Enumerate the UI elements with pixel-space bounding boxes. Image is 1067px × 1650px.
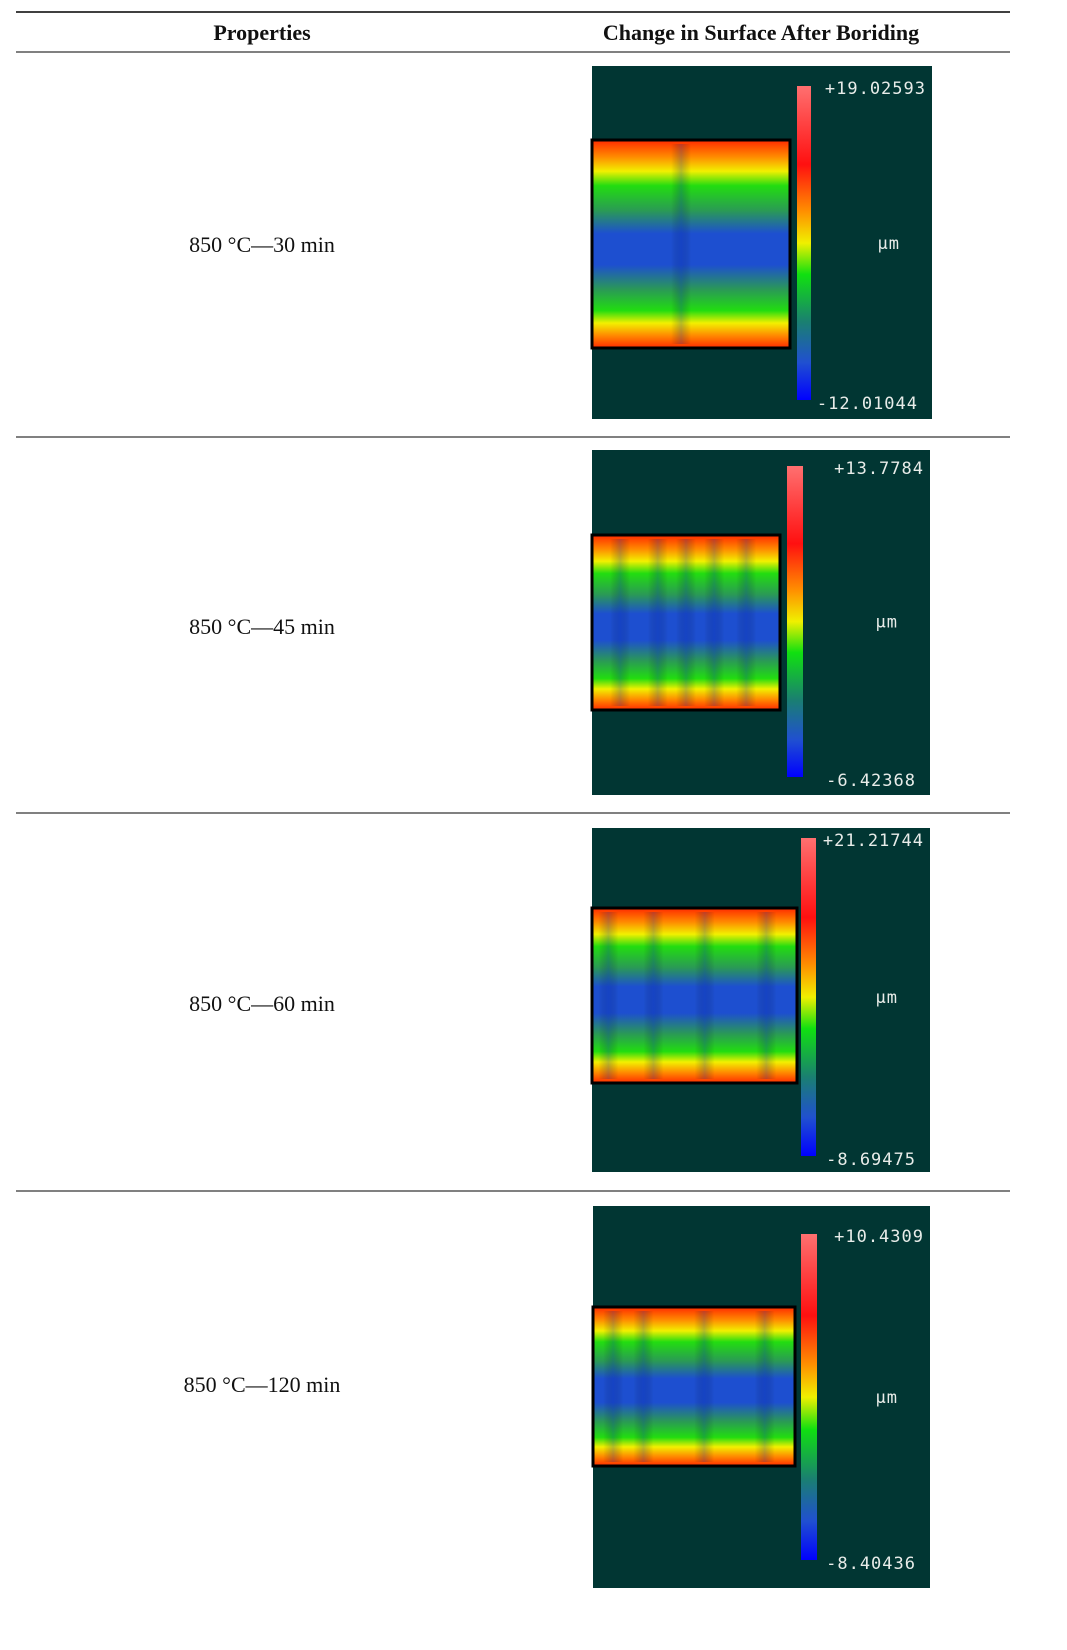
scale-unit: µm: [876, 988, 898, 1008]
surface-stripe: [634, 1311, 654, 1462]
scale-max: +10.4309: [834, 1227, 924, 1247]
table: Properties Change in Surface After Borid…: [0, 0, 1067, 1650]
scale-unit: µm: [876, 613, 898, 633]
surface-stripe: [671, 144, 691, 344]
surface-image: +10.4309 µm -8.40436: [593, 1206, 930, 1588]
surface-image: +19.02593 µm -12.01044: [592, 66, 932, 419]
scale-unit: µm: [878, 234, 900, 254]
surface-stripe: [676, 539, 696, 706]
surface-stripe: [598, 912, 618, 1079]
surface-stripe: [694, 1311, 714, 1462]
table-body: 850 °C—30 min +19.02593 µm -12.01044 850 °C—…: [16, 66, 1010, 1588]
page: {"table": { "headers": ["Properties", "C…: [0, 0, 1067, 1650]
row-label: 850 °C—120 min: [184, 1372, 341, 1397]
color-bar: [801, 1234, 817, 1560]
surface-stripe: [648, 539, 668, 706]
color-bar: [787, 466, 803, 777]
surface-stripe: [755, 1311, 775, 1462]
surface-stripe: [736, 539, 756, 706]
surface-stripe: [603, 1311, 623, 1462]
scale-min: -8.69475: [826, 1150, 916, 1170]
scale-min: -12.01044: [817, 394, 918, 414]
scale-min: -8.40436: [826, 1554, 916, 1574]
surface-image: +21.21744 µm -8.69475: [592, 828, 930, 1172]
row-label: 850 °C—45 min: [189, 614, 335, 639]
scale-max: +21.21744: [823, 831, 924, 851]
row-label: 850 °C—60 min: [189, 991, 335, 1016]
color-bar: [797, 86, 811, 400]
header-cell: Properties: [213, 20, 311, 45]
surface-stripe: [695, 912, 715, 1079]
scale-min: -6.42368: [826, 771, 916, 791]
header-cell: Change in Surface After Boriding: [603, 20, 919, 45]
scale-max: +13.7784: [834, 459, 924, 479]
surface-stripe: [644, 912, 664, 1079]
row-label: 850 °C—30 min: [189, 232, 335, 257]
surface-stripe: [704, 539, 724, 706]
color-bar: [801, 838, 816, 1156]
surface-stripe: [610, 539, 630, 706]
surface-image: +13.7784 µm -6.42368: [592, 450, 930, 795]
surface-stripe: [756, 912, 776, 1079]
scale-max: +19.02593: [825, 79, 926, 99]
scale-unit: µm: [876, 1388, 898, 1408]
